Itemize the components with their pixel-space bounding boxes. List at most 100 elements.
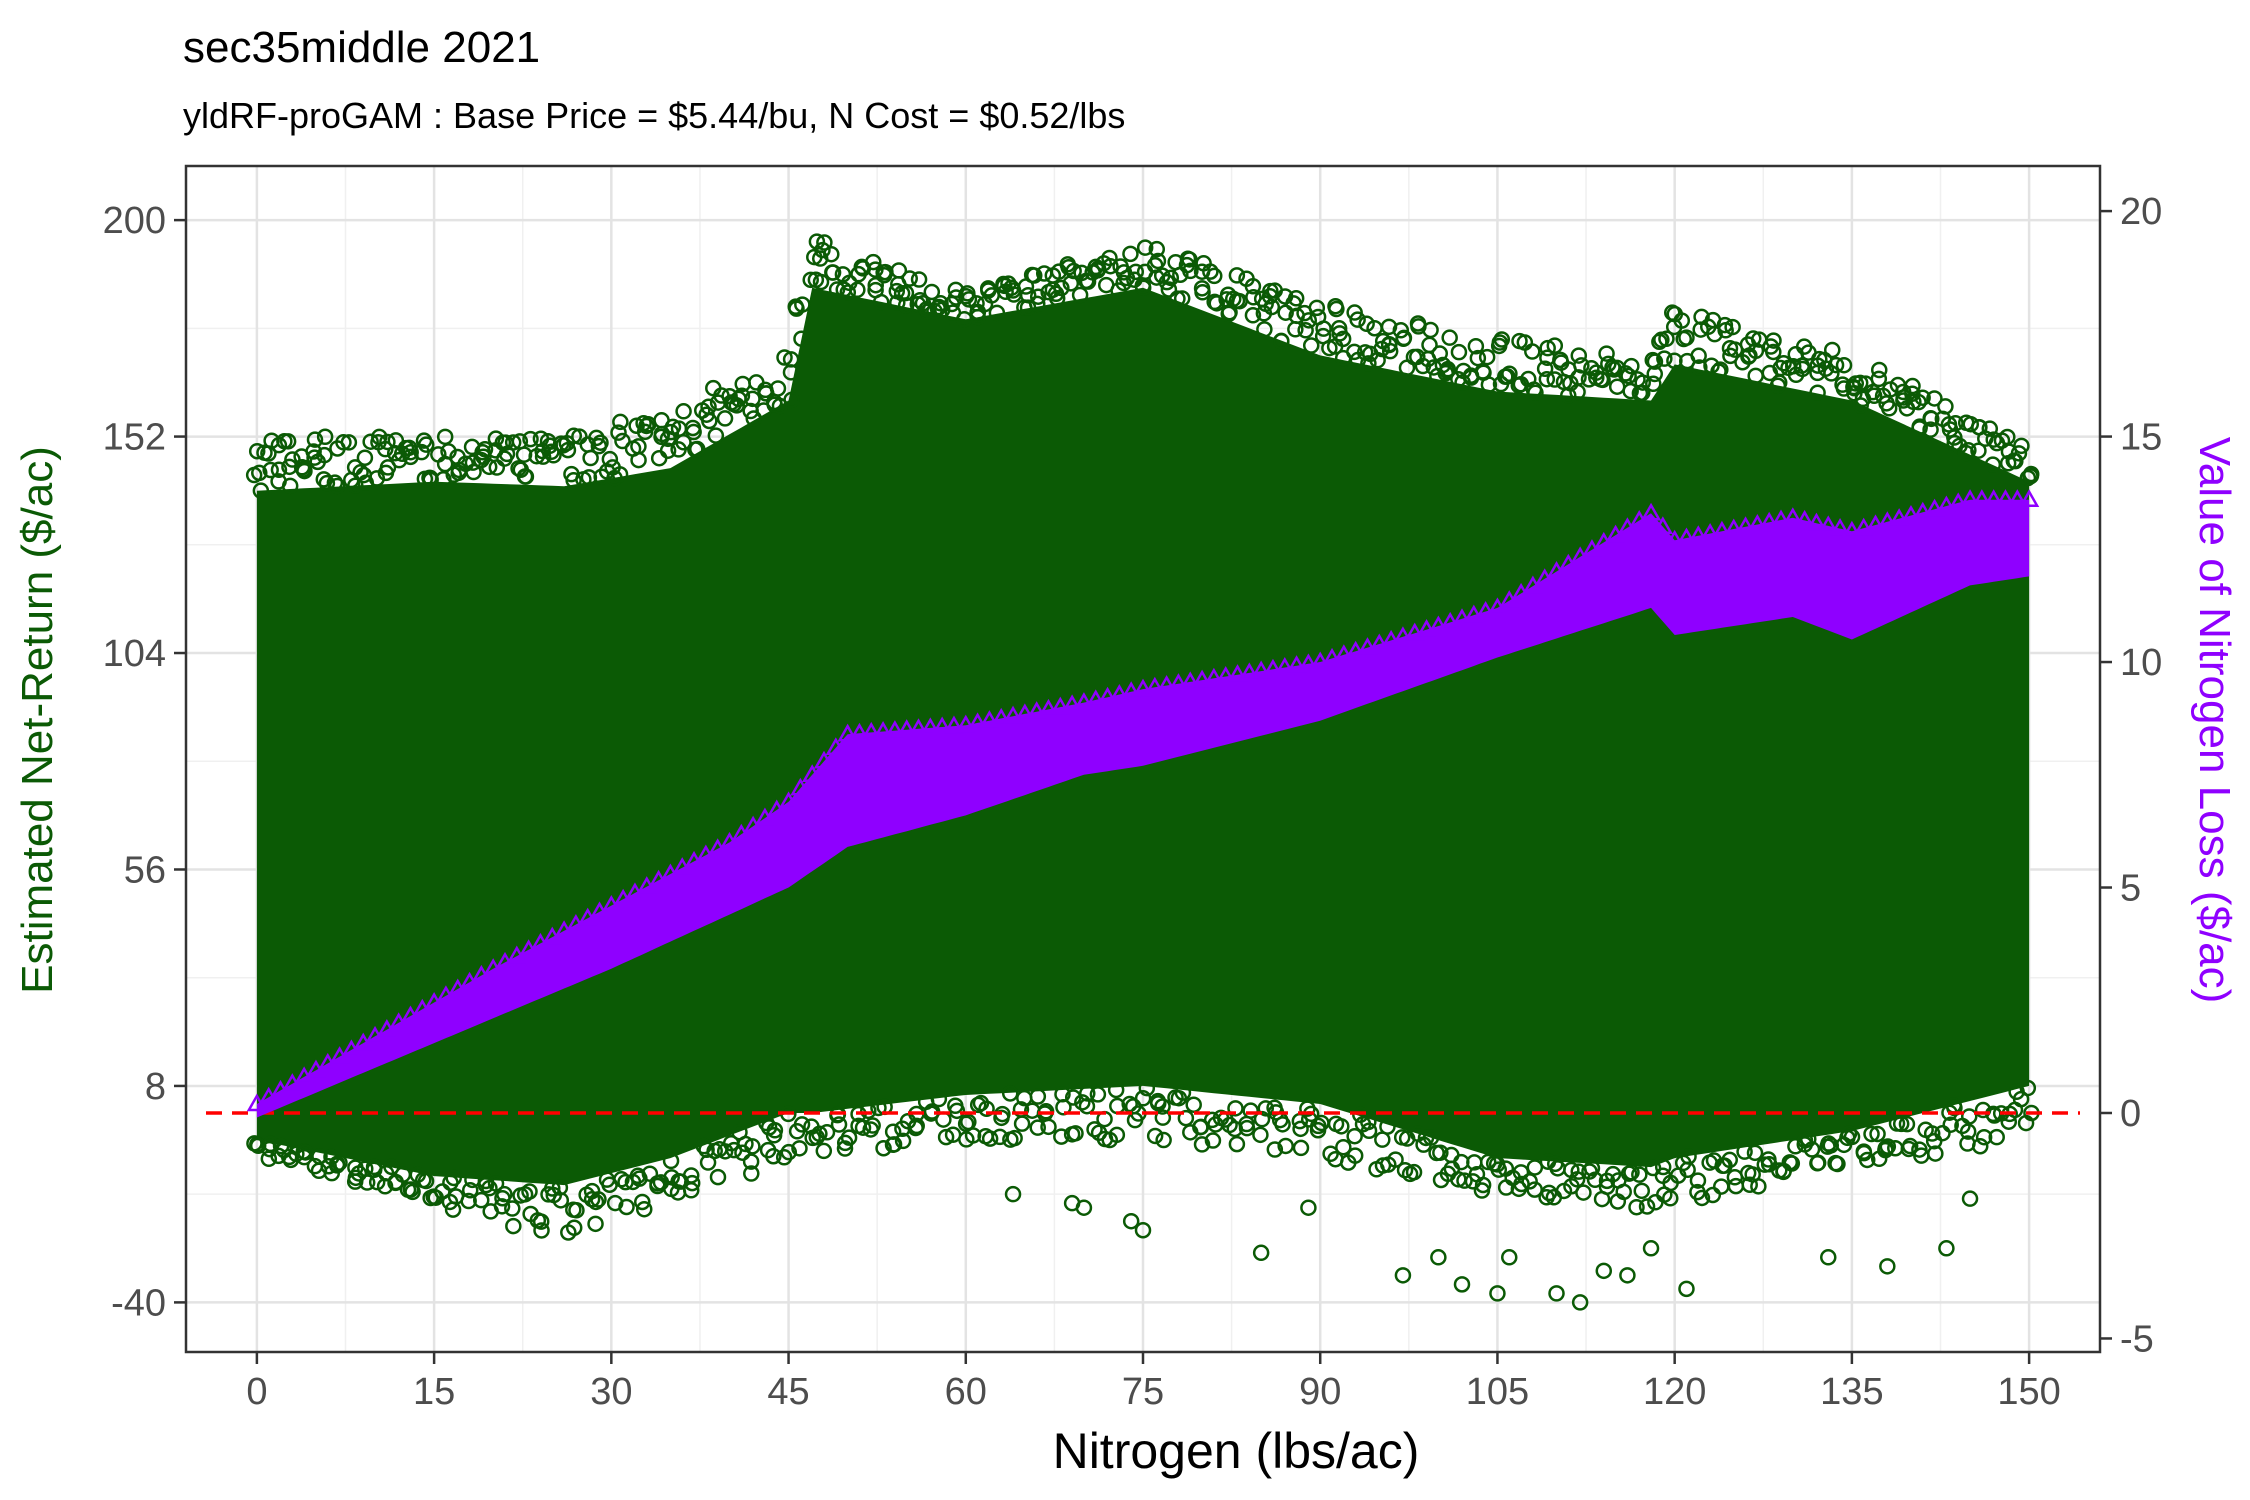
nitrogen-loss-point — [1865, 514, 1886, 533]
y-tick-label: 8 — [145, 1066, 166, 1108]
net-return-point — [865, 253, 882, 271]
net-return-point — [1252, 1126, 1269, 1144]
net-return-point — [358, 1174, 376, 1191]
net-return-point — [1079, 1085, 1096, 1102]
net-return-point — [815, 1142, 833, 1160]
nitrogen-loss-point — [1416, 619, 1437, 637]
chart-title: sec35middle 2021 — [183, 23, 540, 72]
net-return-point — [376, 1178, 394, 1195]
net-return-point — [1431, 345, 1448, 362]
net-return-point — [1029, 288, 1047, 305]
y-tick-label: 152 — [103, 417, 166, 459]
net-return-point — [1736, 1143, 1753, 1160]
net-return-point — [1346, 304, 1363, 321]
nitrogen-loss-point — [1286, 655, 1307, 673]
net-return-outlier — [1678, 1280, 1695, 1298]
net-return-point — [1934, 1124, 1951, 1142]
y2-tick-label: -5 — [2120, 1318, 2154, 1360]
net-return-point — [1029, 1119, 1046, 1136]
net-return-point — [1877, 1141, 1894, 1159]
net-return-point — [1520, 370, 1537, 388]
net-return-point — [1546, 1155, 1564, 1173]
net-return-point — [417, 1172, 435, 1190]
nitrogen-loss-point — [1463, 604, 1484, 623]
net-return-point — [1981, 420, 1999, 437]
net-return-point — [1346, 343, 1363, 361]
net-return-point — [1975, 1128, 1993, 1146]
net-return-point — [1598, 345, 1615, 362]
net-return-point — [659, 442, 677, 459]
net-return-point — [782, 351, 800, 368]
net-return-point — [1710, 363, 1727, 380]
net-return-point — [552, 435, 570, 452]
net-return-point — [1227, 1100, 1244, 1117]
net-return-point — [296, 1148, 313, 1166]
net-return-point — [823, 245, 840, 263]
net-return-point — [1346, 1127, 1363, 1145]
nitrogen-loss-point — [802, 764, 823, 783]
nitrogen-loss-point — [1794, 509, 1815, 528]
net-return-point — [1498, 368, 1515, 385]
net-return-point — [716, 410, 734, 427]
nitrogen-loss-point — [813, 750, 835, 769]
net-return-point — [1646, 353, 1664, 370]
net-return-point — [270, 461, 288, 479]
net-return-point — [1800, 1130, 1817, 1148]
nitrogen-loss-point — [778, 791, 799, 810]
net-return-point — [1321, 339, 1338, 357]
net-return-point — [1942, 1116, 1959, 1133]
nitrogen-loss-point — [1782, 507, 1803, 525]
net-return-point — [1000, 275, 1017, 292]
net-return-outlier — [1820, 1249, 1837, 1266]
net-return-point — [1202, 263, 1219, 280]
net-return-point — [1297, 322, 1314, 339]
net-return-point — [436, 455, 454, 473]
net-return-point — [850, 265, 867, 283]
net-return-point — [1946, 1099, 1963, 1117]
net-return-point — [964, 1127, 982, 1144]
nitrogen-loss-point — [1180, 671, 1201, 690]
net-return-point — [1257, 1100, 1275, 1117]
x-axis-label: Nitrogen (lbs/ac) — [1053, 1423, 1420, 1479]
net-return-outlier — [1134, 1221, 1152, 1239]
net-return-point — [2008, 1083, 2025, 1101]
y2-axis-label: Value of Nitrogen Loss ($/ac) — [2190, 437, 2239, 1004]
net-return-point — [1395, 329, 1413, 347]
net-return-point — [1185, 1096, 1202, 1113]
net-return-point — [870, 1099, 887, 1117]
net-return-point — [1369, 351, 1386, 369]
net-return-point — [1401, 1165, 1419, 1183]
net-return-point — [590, 1191, 607, 1208]
nitrogen-loss-point — [825, 737, 846, 755]
net-return-point — [1149, 252, 1167, 270]
net-return-point — [1138, 1079, 1156, 1097]
net-return-point — [1335, 1138, 1352, 1156]
net-return-point — [1604, 359, 1621, 376]
net-return-point — [907, 1119, 924, 1137]
net-return-point — [1456, 1172, 1473, 1189]
net-return-point — [340, 434, 358, 451]
net-return-point — [1245, 288, 1262, 306]
net-return-point — [1204, 1132, 1222, 1149]
net-return-point — [1467, 337, 1485, 355]
nitrogen-loss-point — [931, 716, 953, 735]
net-return-point — [930, 1090, 948, 1108]
net-return-outlier — [1879, 1258, 1896, 1275]
net-return-point — [326, 474, 344, 491]
net-return-point — [1047, 285, 1065, 303]
net-return-point — [830, 1116, 848, 1133]
net-return-point — [1586, 1171, 1604, 1189]
net-return-point — [379, 459, 397, 476]
net-return-point — [1692, 321, 1709, 338]
net-return-point — [744, 1138, 761, 1155]
net-return-point — [1169, 290, 1186, 307]
x-tick-label: 45 — [767, 1371, 809, 1413]
net-return-point — [1432, 1144, 1449, 1161]
net-return-point — [1946, 429, 1963, 446]
nitrogen-loss-point — [1948, 492, 1969, 511]
nitrogen-loss-point — [1971, 489, 1993, 507]
net-return-point — [1029, 1088, 1047, 1105]
net-return-point — [1002, 1131, 1019, 1148]
net-return-outlier — [1501, 1249, 1518, 1266]
net-return-point — [737, 1135, 754, 1153]
